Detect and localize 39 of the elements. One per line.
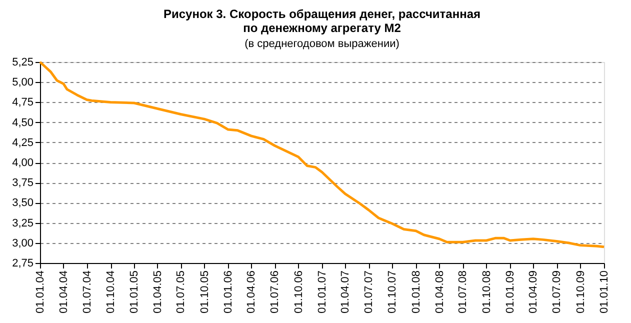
y-tick-label: 4,75 (12, 96, 34, 109)
x-tick-label: 01.04.06 (246, 270, 258, 314)
x-tick-label: 01.10.09 (574, 270, 587, 314)
y-tick-label: 2,75 (12, 258, 34, 270)
x-tick-label: 01.01.05 (128, 270, 141, 314)
x-tick-label: 01.01.07 (316, 270, 328, 314)
x-tick-label: 01.10.06 (292, 270, 305, 314)
x-tick-label: 01.07.09 (551, 270, 564, 314)
y-tick-label: 3,00 (12, 237, 34, 250)
line-series (38, 60, 606, 248)
x-tick-label: 01.07.07 (363, 270, 376, 314)
y-tick-label: 5,25 (12, 56, 34, 68)
chart-title: Рисунок 3. Скорость обращения денег, рассчитанная по денежному агрегату М2 (163, 7, 481, 35)
x-tick-label: 01.10.07 (386, 270, 399, 314)
x-tick-label: 01.07.08 (457, 270, 470, 314)
y-tick-label: 5,00 (12, 76, 34, 89)
chart-subtitle: (в среднегодовом выражении) (244, 38, 400, 50)
y-tick-label: 4,00 (12, 157, 34, 169)
y-tick-label: 3,50 (12, 197, 34, 210)
x-tick-label: 01.07.06 (269, 270, 282, 314)
x-tick-label: 01.01.09 (504, 270, 517, 314)
x-tick-label: 01.04.07 (340, 270, 352, 314)
x-tick-label: 01.07.05 (175, 270, 188, 314)
x-tick-label: 01.01.06 (222, 270, 235, 314)
y-tick-label: 3,75 (12, 177, 34, 190)
y-tick-label: 3,25 (12, 217, 34, 230)
x-tick-label: 01.07.04 (81, 270, 94, 314)
x-tick-label: 01.04.04 (58, 270, 70, 314)
y-tick-label: 4,25 (12, 136, 34, 149)
x-tick-label: 01.01.08 (410, 270, 422, 314)
x-tick-label: 01.01.10 (598, 270, 610, 314)
x-tick-label: 01.01.04 (34, 270, 46, 314)
x-tick-label: 01.10.04 (105, 270, 117, 314)
x-tick-label: 01.10.05 (198, 270, 211, 314)
x-tick-label: 01.04.09 (528, 270, 540, 314)
x-tick-label: 01.04.08 (434, 270, 446, 314)
y-tick-label: 4,50 (12, 116, 34, 129)
x-tick-label: 01.10.08 (480, 270, 493, 314)
x-tick-label: 01.04.05 (152, 270, 164, 314)
